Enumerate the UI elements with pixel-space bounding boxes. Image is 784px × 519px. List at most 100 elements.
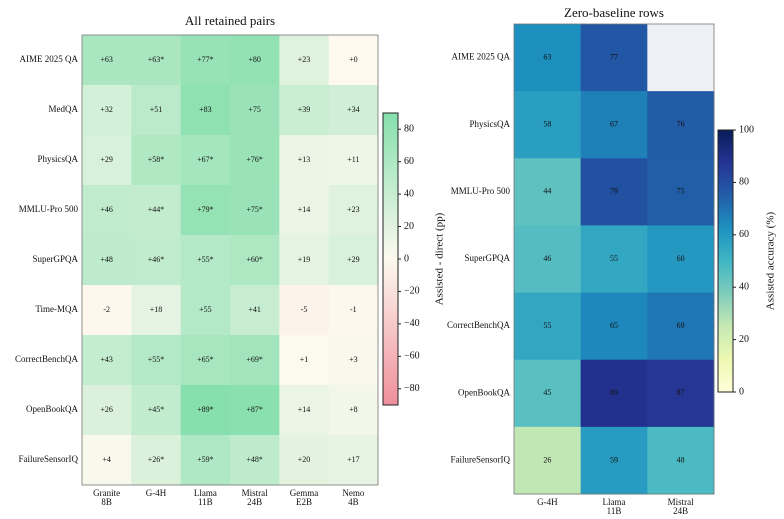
cell-label: +75* [246,205,263,214]
heatmap-cell [580,292,648,361]
heatmap-cell [514,24,582,92]
heatmap-cell [82,335,132,386]
heatmap-cell [131,235,182,286]
heatmap-cell [131,285,182,336]
heatmap-cell [131,35,182,86]
cell-label: 89 [610,388,618,397]
cell-label: +60* [246,255,263,264]
cell-label: +11 [347,155,359,164]
row-label: FailureSensorIQ [19,454,79,464]
cell-label: +51 [150,105,163,114]
cell-label: +48 [100,255,113,264]
heatmap-cell [180,85,231,136]
cell-label: 44 [543,187,551,196]
cell-label: +48* [246,455,263,464]
cell-label: 65 [610,321,618,330]
cell-label: -5 [301,305,308,314]
cell-label: +46* [148,255,165,264]
heatmap-cell [647,426,715,495]
colorbar-tick-label: 20 [404,221,414,232]
cell-label: 76 [677,120,685,129]
cell-label: +3 [349,355,358,364]
row-label: MedQA [49,104,79,114]
cell-label: +20 [298,455,311,464]
heatmap-cell [328,385,379,436]
heatmap-cell [131,85,182,136]
cell-label: +55* [148,355,165,364]
cell-label: 59 [610,455,618,464]
colorbar-tick-label: 80 [404,124,414,135]
row-label: SuperGPQA [464,253,510,263]
heatmap-cell [328,285,379,336]
heatmap-cell [82,285,132,336]
cell-label: 77 [610,52,618,61]
cell-label: +83 [199,105,212,114]
heatmap-cell [279,385,330,436]
cell-label: +65* [197,355,214,364]
cell-label: +67* [197,155,214,164]
cell-label: +13 [298,155,311,164]
heatmap-cell [230,385,280,436]
cell-label: +55 [199,305,212,314]
heatmap-cell [580,359,648,428]
colorbar-tick-label: 20 [739,334,749,345]
cell-label: +23 [298,55,311,64]
heatmap-cell [514,225,582,294]
cell-label: 45 [543,388,551,397]
heatmap-cell [328,335,379,386]
heatmap-cell [230,185,280,236]
colorbar-tick-label: 80 [739,177,749,188]
heatmap-cell [514,158,582,226]
cell-label: +39 [298,105,311,114]
column-label: Llama 11B [194,488,217,507]
row-label: FailureSensorIQ [451,454,511,464]
heatmap-cell [279,435,330,486]
colorbar [717,129,734,393]
cell-label: 58 [543,120,551,129]
cell-label: 87 [677,388,685,397]
heatmap-cell [230,435,280,486]
cell-label: +46 [100,205,113,214]
heatmap-cell [647,292,715,361]
cell-label: 55 [610,254,618,263]
row-label: OpenBookQA [26,404,78,414]
heatmap-cell [328,135,379,186]
heatmap-cell [328,85,379,136]
heatmap-cell [131,435,182,486]
heatmap-cell [82,185,132,236]
column-label: Llama 11B [603,497,626,516]
heatmap-cell [230,85,280,136]
cell-label: +0 [349,55,358,64]
heatmap-cell [82,135,132,186]
heatmap-frame [81,34,379,486]
row-label: PhysicsQA [37,154,78,164]
heatmap-cell [514,426,582,495]
cell-label: +45* [148,405,165,414]
row-label: AIME 2025 QA [20,54,79,64]
heatmap-cell [180,235,231,286]
heatmap-cell [230,35,280,86]
heatmap-cell [279,285,330,336]
heatmap-cell [580,91,648,159]
cell-label: +8 [349,405,358,414]
heatmap-frame [513,23,715,495]
heatmap-cell [580,426,648,495]
heatmap-cell [647,24,715,92]
heatmap-cell [82,35,132,86]
cell-label: +58* [148,155,165,164]
cell-label: +17 [347,455,360,464]
heatmap-cell [580,225,648,294]
row-label: MMLU-Pro 500 [451,186,511,196]
heatmap-cell [580,24,648,92]
heatmap-cell [647,225,715,294]
cell-label: +80 [248,55,261,64]
heatmap-cell [328,185,379,236]
cell-label: +63 [100,55,113,64]
cell-label: 48 [677,455,685,464]
column-label: Nemo 4B [342,488,364,507]
heatmap-cell [180,185,231,236]
cell-label: +14 [298,405,311,414]
column-label: Granite 8B [93,488,120,507]
heatmap-cell [647,91,715,159]
